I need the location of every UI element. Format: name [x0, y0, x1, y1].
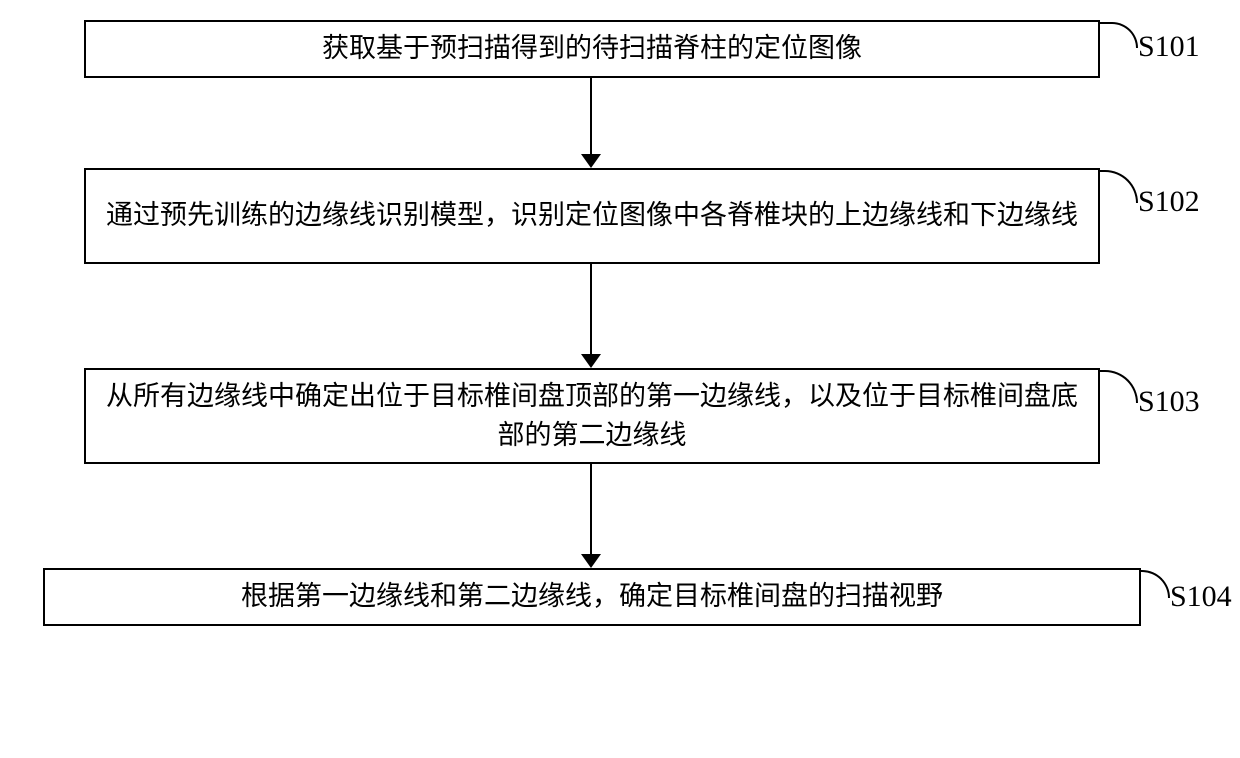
flow-step-text: 根据第一边缘线和第二边缘线，确定目标椎间盘的扫描视野: [241, 577, 943, 616]
flow-arrow-line: [590, 78, 592, 154]
flow-arrow-head-icon: [581, 154, 601, 168]
flow-step-s104: 根据第一边缘线和第二边缘线，确定目标椎间盘的扫描视野: [43, 568, 1141, 626]
flow-step-s101: 获取基于预扫描得到的待扫描脊柱的定位图像: [84, 20, 1100, 78]
label-connector: [1100, 170, 1138, 203]
flow-arrow-line: [590, 464, 592, 554]
label-connector: [1141, 570, 1170, 598]
step-label-s101: S101: [1138, 30, 1200, 64]
step-label-s104: S104: [1170, 580, 1232, 614]
flow-arrow-line: [590, 264, 592, 354]
label-connector: [1100, 370, 1138, 403]
flow-step-text: 从所有边缘线中确定出位于目标椎间盘顶部的第一边缘线，以及位于目标椎间盘底部的第二…: [98, 377, 1086, 455]
flow-step-s102: 通过预先训练的边缘线识别模型，识别定位图像中各脊椎块的上边缘线和下边缘线: [84, 168, 1100, 264]
flow-step-text: 获取基于预扫描得到的待扫描脊柱的定位图像: [322, 29, 862, 68]
label-connector: [1100, 22, 1138, 48]
step-label-s102: S102: [1138, 185, 1200, 219]
step-label-s103: S103: [1138, 385, 1200, 419]
flow-step-text: 通过预先训练的边缘线识别模型，识别定位图像中各脊椎块的上边缘线和下边缘线: [106, 196, 1078, 235]
flow-arrow-head-icon: [581, 554, 601, 568]
flow-arrow-head-icon: [581, 354, 601, 368]
flow-step-s103: 从所有边缘线中确定出位于目标椎间盘顶部的第一边缘线，以及位于目标椎间盘底部的第二…: [84, 368, 1100, 464]
